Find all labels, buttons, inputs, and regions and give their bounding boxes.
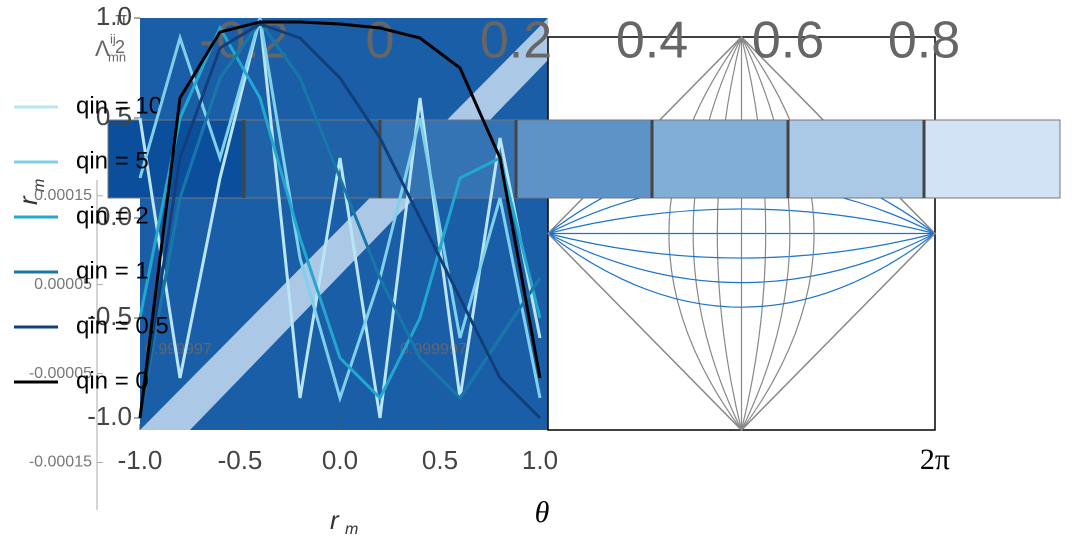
colorbar-tick-label: 0.6	[752, 12, 824, 70]
series-line	[138, 22, 542, 420]
y-axis-label: r	[13, 195, 43, 205]
colorbar-tick-label: 0	[366, 12, 395, 70]
colorbar-tick-label: 0.8	[888, 12, 960, 70]
y-tick-label: 1.0	[96, 1, 132, 31]
mesh-line	[741, 36, 815, 431]
colorbar-tick-label: 0.4	[616, 12, 688, 70]
y2-tick-label: -0.00015	[29, 454, 92, 471]
x-tick-label: 0.0	[322, 445, 358, 475]
colorbar-tick-label: -0.2	[199, 12, 289, 70]
x-axis-label: r	[330, 505, 340, 535]
x-tick-label: 0.5	[422, 445, 458, 475]
wireframe-mesh	[546, 35, 937, 432]
x-tick-label: -0.5	[218, 445, 263, 475]
mesh-line	[547, 232, 936, 284]
legend-label: qin = 10	[76, 92, 162, 119]
y-axis-label-sub: m	[31, 179, 48, 192]
y2-tick-label: -0.00005	[29, 365, 92, 382]
colorbar-cell	[515, 119, 653, 199]
mesh-line	[740, 36, 791, 431]
legend-label: qin = 5	[76, 147, 149, 174]
series-line	[138, 17, 542, 419]
series-line	[138, 24, 542, 401]
x-tick-label: 1.0	[522, 445, 558, 475]
annotation: mn	[108, 49, 126, 64]
colorbar-cell	[243, 119, 381, 199]
annotation: Λ	[95, 36, 110, 61]
legend-label: qin = 0.5	[76, 312, 169, 339]
y-tick-label: -0.5	[87, 301, 132, 331]
y-tick-label: 0.5	[96, 101, 132, 131]
colorbar-cell	[923, 119, 1061, 199]
legend-label: qin = 1	[76, 257, 149, 284]
colorbar-cell	[787, 119, 925, 199]
y-tick-label: -1.0	[87, 401, 132, 431]
legend-label: qin = 0	[76, 367, 149, 394]
y2-tick-label: 0.00005	[34, 276, 92, 293]
annotation: 0.999997	[400, 341, 467, 358]
colorbar-cell	[651, 119, 789, 199]
colorbar-tick-label: 0.2	[480, 12, 552, 70]
theta-label: θ	[535, 496, 550, 529]
y2-tick-label: 0.00015	[34, 187, 92, 204]
annotation: π	[115, 9, 127, 29]
mesh-outline	[546, 35, 937, 432]
x-axis-label-sub: m	[345, 521, 358, 538]
legend-label: qin = 2	[76, 202, 149, 229]
mesh-line	[740, 36, 767, 431]
x-tick-label: 2π	[920, 443, 950, 476]
mesh-line	[547, 233, 936, 308]
y-tick-label: 0.0	[96, 201, 132, 231]
annotation: ij	[110, 31, 116, 46]
series-line	[138, 19, 542, 419]
series-line	[138, 20, 542, 419]
annotation: 2	[115, 37, 125, 57]
mesh-line	[547, 232, 936, 259]
x-tick-label: -1.0	[118, 445, 163, 475]
annotation: 0.999997	[145, 341, 212, 358]
